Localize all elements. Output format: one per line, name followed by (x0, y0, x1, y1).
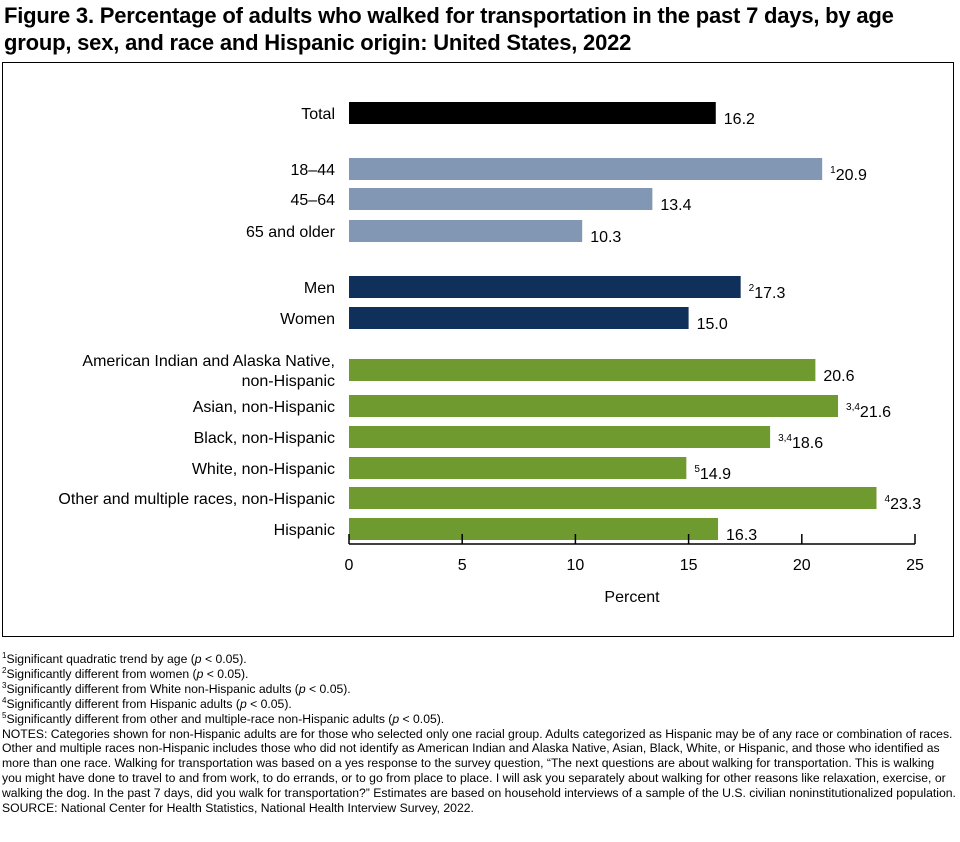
x-tick-label-3: 15 (680, 557, 698, 574)
bar-10 (349, 487, 877, 509)
bar-8 (349, 426, 771, 448)
value-label-3: 10.3 (590, 229, 621, 246)
category-label-10: Other and multiple races, non-Hispanic (58, 491, 335, 508)
bar-7 (349, 395, 839, 417)
x-tick-label-0: 0 (345, 557, 354, 574)
x-tick-label-2: 10 (567, 557, 585, 574)
bar-9 (349, 457, 687, 479)
value-label-5: 15.0 (697, 316, 728, 333)
bar-5 (349, 307, 689, 329)
value-label-6: 20.6 (823, 368, 854, 385)
x-axis-title: Percent (604, 589, 660, 606)
value-label-4: 217.3 (749, 283, 786, 302)
category-label-6: American Indian and Alaska Native, non-Hi… (82, 353, 335, 390)
x-tick-label-5: 25 (906, 557, 924, 574)
footnote-4: 4Significantly different from Hispanic a… (2, 695, 292, 711)
footnote-3: 3Significantly different from White non-… (2, 680, 351, 696)
bar-0 (349, 102, 716, 124)
category-label-7: Asian, non-Hispanic (193, 399, 335, 416)
value-label-2: 13.4 (660, 197, 691, 214)
figure-title: Figure 3. Percentage of adults who walke… (4, 3, 894, 55)
category-label-4: Men (304, 280, 335, 297)
x-tick-label-1: 5 (458, 557, 467, 574)
bar-4 (349, 276, 741, 298)
value-label-1: 120.9 (830, 165, 867, 184)
value-label-7: 3,421.6 (846, 402, 891, 421)
category-label-2: 45–64 (291, 192, 336, 209)
bar-1 (349, 158, 823, 180)
bar-6 (349, 359, 816, 381)
bar-2 (349, 188, 653, 210)
value-label-8: 3,418.6 (778, 433, 823, 452)
category-label-8: Black, non-Hispanic (194, 430, 335, 447)
category-label-5: Women (280, 311, 335, 328)
source: SOURCE: National Center for Health Stati… (2, 801, 474, 816)
footnotes: 1Significant quadratic trend by age (p <… (2, 652, 956, 816)
notes: NOTES: Categories shown for non-Hispanic… (2, 726, 956, 801)
category-label-0: Total (301, 106, 335, 123)
value-label-11: 16.3 (726, 527, 757, 544)
footnote-2: 2Significantly different from women (p <… (2, 665, 249, 681)
bar-chart: Total 16.2 18–44 120.9 45–64 13.4 65 and older… (58, 102, 924, 606)
footnote-1: 1Significant quadratic trend by age (p <… (2, 651, 247, 667)
bar-11 (349, 518, 719, 540)
x-tick-label-4: 20 (793, 557, 811, 574)
value-label-0: 16.2 (724, 111, 755, 128)
footnote-5: 5Significantly different from other and … (2, 710, 445, 726)
category-label-9: White, non-Hispanic (192, 461, 335, 478)
category-label-3: 65 and older (246, 224, 336, 241)
bar-3 (349, 220, 583, 242)
chart-frame: Total 16.2 18–44 120.9 45–64 13.4 65 and older… (2, 62, 954, 637)
value-label-10: 423.3 (885, 494, 922, 513)
category-label-1: 18–44 (291, 162, 336, 179)
value-label-9: 514.9 (694, 464, 731, 483)
category-label-11: Hispanic (274, 522, 335, 539)
